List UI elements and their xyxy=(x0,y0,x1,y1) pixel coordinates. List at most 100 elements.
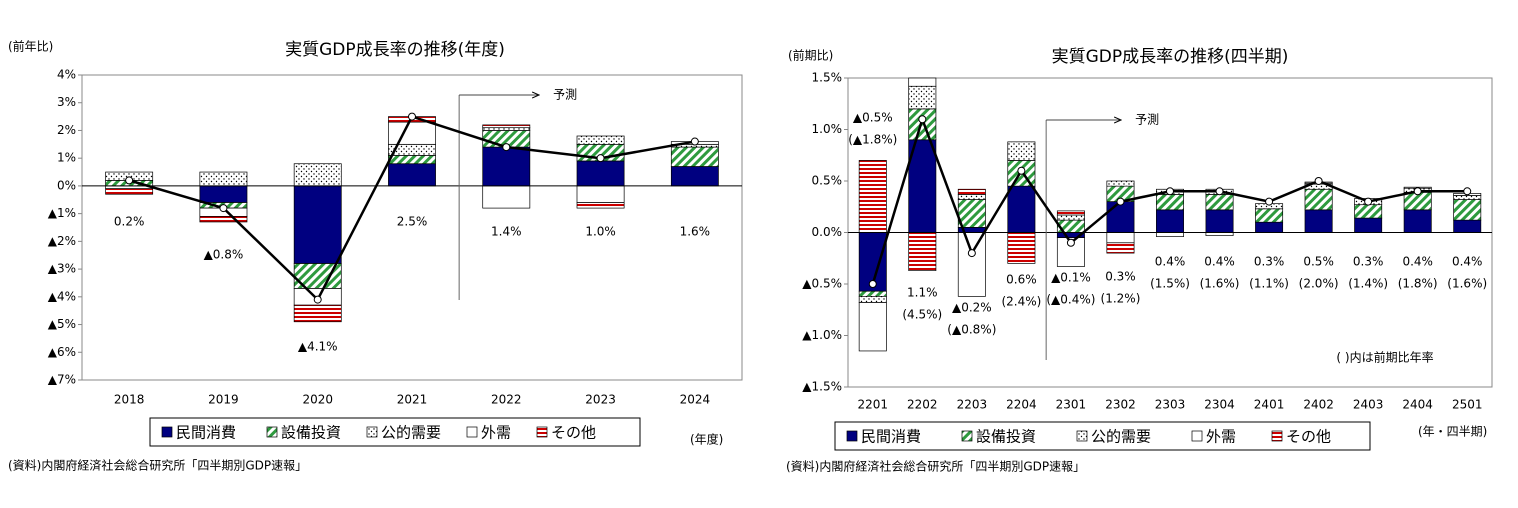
bar-segment xyxy=(957,232,986,297)
bar-segment xyxy=(908,85,937,110)
line-point xyxy=(1066,238,1075,247)
x-tick-label: 2302 xyxy=(1105,398,1136,412)
bar-segment xyxy=(957,188,986,195)
line-point xyxy=(1215,187,1224,196)
y-tick-label: 3% xyxy=(57,95,76,109)
bar-segment xyxy=(576,202,625,209)
y-axis-label: (前期比) xyxy=(788,48,833,63)
chart-title: 実質GDP成長率の推移(年度) xyxy=(285,40,505,60)
value-label: 0.4% xyxy=(1155,255,1186,269)
y-tick-label: ▲1% xyxy=(48,206,76,220)
line-point xyxy=(502,143,511,152)
value-label: 0.3% xyxy=(1105,270,1136,284)
legend-swatch xyxy=(266,426,278,438)
bar-segment xyxy=(670,166,719,187)
forecast-label: 予測 xyxy=(553,88,577,102)
x-tick-label: 2020 xyxy=(302,393,333,407)
bar-segment xyxy=(1304,209,1333,233)
legend-label: 外需 xyxy=(481,424,511,442)
bar-segment xyxy=(858,296,887,303)
x-tick-label: 2019 xyxy=(208,393,239,407)
line-point xyxy=(1413,187,1422,196)
value-label: 0.4% xyxy=(1402,255,1433,269)
bar-segment xyxy=(482,146,531,187)
line-point xyxy=(1314,177,1323,185)
y-tick-label: ▲5% xyxy=(48,317,76,331)
legend-label: 外需 xyxy=(1206,428,1236,446)
value-label: 0.4% xyxy=(1204,255,1235,269)
bar-segment xyxy=(1354,217,1383,233)
value-label: 1.4% xyxy=(491,225,522,239)
value-label: ▲0.8% xyxy=(204,248,244,262)
bar-segment xyxy=(199,171,248,187)
value-label: 1.0% xyxy=(585,225,616,239)
bar-segment xyxy=(482,127,531,131)
y-tick-label: ▲0.5% xyxy=(802,277,842,291)
bar-segment xyxy=(388,163,436,187)
legend-label: 公的需要 xyxy=(1091,428,1151,446)
y-tick-label: ▲4% xyxy=(48,289,76,303)
line-point xyxy=(219,204,228,213)
bar-segment xyxy=(1453,219,1482,233)
x-tick-label: 2203 xyxy=(957,398,988,412)
bar-segment xyxy=(1205,194,1234,211)
line-point xyxy=(1166,187,1174,196)
x-tick-label: 2024 xyxy=(680,393,711,407)
bar-segment xyxy=(1156,209,1184,233)
annual-rate-label: (1.2%) xyxy=(1101,292,1141,306)
value-label: ▲0.5% xyxy=(853,111,893,125)
bar-segment xyxy=(908,108,937,141)
x-tick-label: 2023 xyxy=(585,393,616,407)
bar-segment xyxy=(1205,209,1234,233)
x-axis-label: (年度) xyxy=(690,432,723,447)
bar-segment xyxy=(293,163,342,187)
bar-segment xyxy=(1255,208,1284,223)
value-label: 0.3% xyxy=(1254,255,1285,269)
y-tick-label: 2% xyxy=(57,123,76,137)
bar-segment xyxy=(576,135,625,145)
bar-segment xyxy=(199,216,248,223)
note: ( )内は前期比年率 xyxy=(1336,350,1433,365)
legend-swatch xyxy=(1076,430,1088,442)
line-point xyxy=(1017,166,1026,175)
annual-rate-label: (2.4%) xyxy=(1001,295,1041,309)
value-label: 0.2% xyxy=(114,215,145,229)
y-tick-label: 1.5% xyxy=(812,71,843,85)
line-point xyxy=(967,249,976,258)
line-point xyxy=(1265,197,1274,206)
x-tick-label: 2022 xyxy=(491,393,522,407)
bar-segment xyxy=(199,185,248,203)
x-tick-label: 2301 xyxy=(1056,398,1087,412)
plot-area xyxy=(81,74,743,381)
annual-rate-label: (1.6%) xyxy=(1200,277,1240,291)
bar-segment xyxy=(858,290,887,297)
x-tick-label: 2202 xyxy=(907,398,938,412)
legend: 民間消費 設備投資 公的需要 外需 その他 xyxy=(834,421,1371,451)
x-tick-label: 2304 xyxy=(1204,398,1235,412)
line-point xyxy=(596,154,605,163)
bar-segment xyxy=(957,199,986,228)
legend-label: 公的需要 xyxy=(381,424,441,442)
value-label: ▲0.2% xyxy=(952,301,992,315)
legend-box xyxy=(149,417,641,447)
annual-rate-label: (4.5%) xyxy=(902,308,942,322)
x-tick-label: 2404 xyxy=(1402,398,1433,412)
value-label: ▲4.1% xyxy=(298,340,338,354)
value-label: 1.6% xyxy=(680,225,711,239)
value-label: 1.1% xyxy=(907,286,938,300)
legend-swatch xyxy=(846,430,858,442)
line-point xyxy=(868,280,877,288)
annual-rate-label: (▲1.8%) xyxy=(848,133,897,147)
bar-segment xyxy=(293,185,342,264)
y-tick-label: 4% xyxy=(57,68,76,82)
bar-segment xyxy=(576,160,625,187)
bar-segment xyxy=(576,185,625,203)
legend: 民間消費 設備投資 公的需要 外需 その他 xyxy=(149,417,641,447)
bar-segment xyxy=(1007,141,1036,161)
legend-label: 設備投資 xyxy=(976,428,1036,446)
annual-rate-label: (▲0.8%) xyxy=(947,323,996,337)
bar-segment xyxy=(908,232,937,271)
legend-swatch xyxy=(536,426,548,438)
bar-segment xyxy=(957,194,986,200)
